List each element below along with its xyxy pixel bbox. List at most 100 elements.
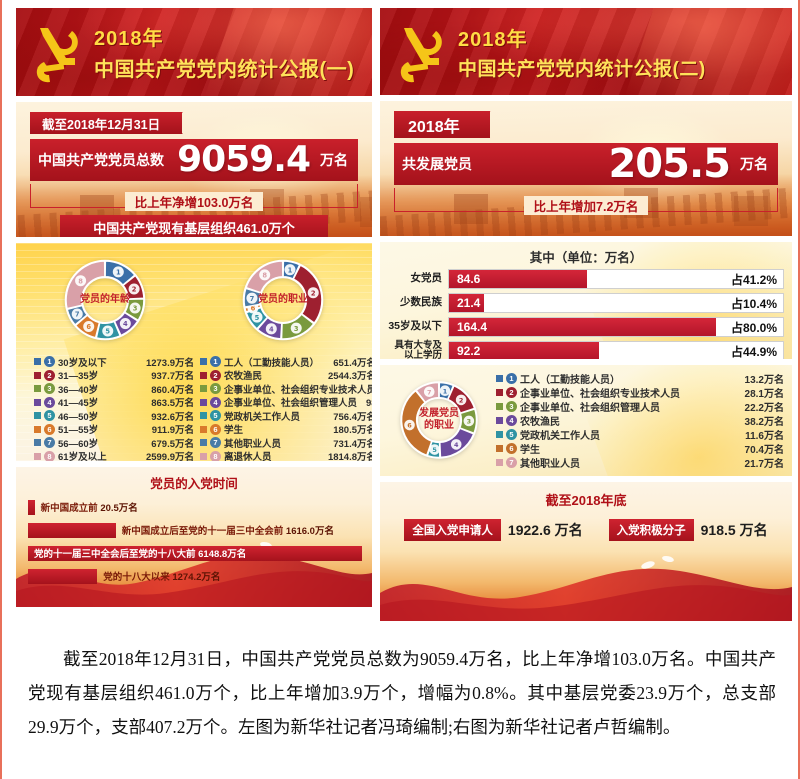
party-emblem-icon [390,18,452,86]
svg-text:6: 6 [251,305,256,313]
legend-item: 6 学生 180.5万名 [200,423,372,436]
legend-swatch [496,374,503,382]
join-time-row: 党的十一届三中全会后至党的十八大前 6148.8万名 [28,544,362,562]
legend-index-badge: 6 [44,423,55,435]
legend-label: 离退休人员 [224,452,272,461]
join-time-bar [28,499,35,515]
right-bottom-title: 截至2018年底 [545,492,627,508]
legend-value: 22.2万名 [744,402,784,414]
breakdown-bar-chart: 其中（单位：万名） 女党员 84.6 占41.2% 少数民族 21.4 占10.4% 35岁… [380,241,792,359]
bar-value: 84.6 [457,272,481,286]
right-header-title: 中国共产党党内统计公报(二) [458,58,706,80]
legend-index-badge: 1 [506,372,517,384]
svg-text:6: 6 [86,323,91,331]
left-stat-value: 9059.4 [177,139,311,180]
right-bottom-panel: 截至2018年底 全国入党申请人 1922.6 万名 入党积极分子 918.5 万名 [380,481,792,622]
legend-label: 61岁及以上 [58,452,107,461]
legend-item: 7 其他职业人员 21.7万名 [496,455,784,470]
legend-label: 其他职业人员 [520,458,580,470]
legend-label: 农牧渔民 [224,371,263,383]
legend-label: 46—50岁 [58,411,99,423]
legend-item: 2 企事业单位、社会组织专业技术人员 28.1万名 [496,385,784,400]
legend-index-badge: 5 [210,410,221,422]
svg-text:1: 1 [443,388,448,396]
svg-text:4: 4 [123,320,128,328]
left-band: 中国共产党现有基层组织461.0万个 [59,215,329,237]
svg-text:2: 2 [459,397,464,405]
red-ribbon-art [16,535,372,607]
pill-value: 1922.6 万名 [507,521,583,538]
bar-track: 84.6 占41.2% [448,269,784,289]
legend-index-badge: 8 [44,450,55,461]
svg-text:3: 3 [294,325,299,333]
legend-swatch [200,425,207,433]
legend-value: 937.7万名 [151,371,194,383]
legend-swatch [200,412,207,420]
breakdown-bar-row: 少数民族 21.4 占10.4% [388,293,784,314]
legend-index-badge: 7 [210,437,221,449]
legend-index-badge: 3 [506,400,517,412]
legend-swatch [200,371,207,379]
legend-label: 党政机关工作人员 [224,411,301,423]
legend-label: 企事业单位、社会组织专业技术人员 [520,388,680,400]
left-total-stat: 中国共产党党员总数 9059.4 万名 [30,139,358,181]
legend-item: 1 工人（工勤技能人员） 651.4万名 [200,355,372,369]
legend-index-badge: 5 [506,428,517,440]
join-time-panel: 党员的入党时间 新中国成立前 20.5万名 新中国成立后至党的十一届三中全会前 1… [16,467,372,607]
legend-item: 5 46—50岁 932.6万名 [34,409,194,423]
join-time-row: 新中国成立前 20.5万名 [28,498,362,516]
red-ribbon-art [380,549,792,622]
legend-value: 731.4万名 [333,438,372,450]
legend-index-badge: 3 [44,383,55,395]
svg-text:3: 3 [133,305,138,313]
legend-index-badge: 1 [44,356,55,368]
legend-item: 1 30岁及以下 1273.9万名 [34,355,194,369]
legend-item: 7 56—60岁 679.5万名 [34,436,194,450]
right-header-year: 2018年 [458,28,528,51]
legend-swatch [34,358,41,366]
breakdown-bar-row: 女党员 84.6 占41.2% [388,269,784,290]
legend-value: 2599.9万名 [145,452,194,461]
svg-text:7: 7 [250,295,255,303]
legend-swatch [34,452,41,460]
legend-value: 863.5万名 [151,398,194,410]
left-hero-ribbon: 截至2018年12月31日 [30,112,183,134]
legend-label: 企事业单位、社会组织管理人员 [520,402,660,414]
join-time-outside-label: 党的十八大以来 1274.2万名 [103,572,221,583]
bar-percent: 占41.2% [730,272,777,287]
bar-track: 164.4 占80.0% [448,317,784,337]
legend-label: 30岁及以下 [58,357,107,369]
left-header-title: 中国共产党党内统计公报(一) [94,59,355,81]
svg-text:3: 3 [467,418,472,426]
legend-label: 其他职业人员 [224,438,282,450]
legend-swatch [200,385,207,393]
bar-value: 92.2 [457,344,481,358]
legend-swatch [34,425,41,433]
legend-index-badge: 4 [44,396,55,408]
svg-text:7: 7 [427,389,431,397]
right-stat-value: 205.5 [608,141,731,188]
right-subline: 比上年增加7.2万名 [523,196,649,216]
join-time-title: 党员的入党时间 [150,477,238,491]
job-legend: 1 工人（工勤技能人员） 651.4万名 2 农牧渔民 2544.3万名 3 企事业单位、社会… [200,355,372,461]
legend-swatch [496,458,503,466]
svg-text:5: 5 [432,446,437,454]
join-time-inline-label: 党的十一届三中全会后至党的十八大前 6148.8万名 [34,549,247,560]
legend-value: 911.9万名 [151,425,194,437]
legend-value: 21.7万名 [744,458,784,470]
legend-value: 756.4万名 [333,411,372,423]
infographic-area: 2018年 中国共产党党内统计公报(一) 截至2018年12月31日 中国共产党… [2,0,800,625]
join-time-bar [28,522,116,538]
legend-item: 6 学生 70.4万名 [496,441,784,456]
legend-item: 5 党政机关工作人员 11.6万名 [496,427,784,442]
right-stat-unit: 万名 [740,156,768,173]
legend-value: 651.4万名 [333,357,372,369]
bar-fill [449,318,717,336]
legend-index-badge: 8 [210,450,221,461]
legend-label: 学生 [520,444,540,456]
legend-item: 4 41—45岁 863.5万名 [34,396,194,410]
legend-index-badge: 7 [506,456,517,468]
